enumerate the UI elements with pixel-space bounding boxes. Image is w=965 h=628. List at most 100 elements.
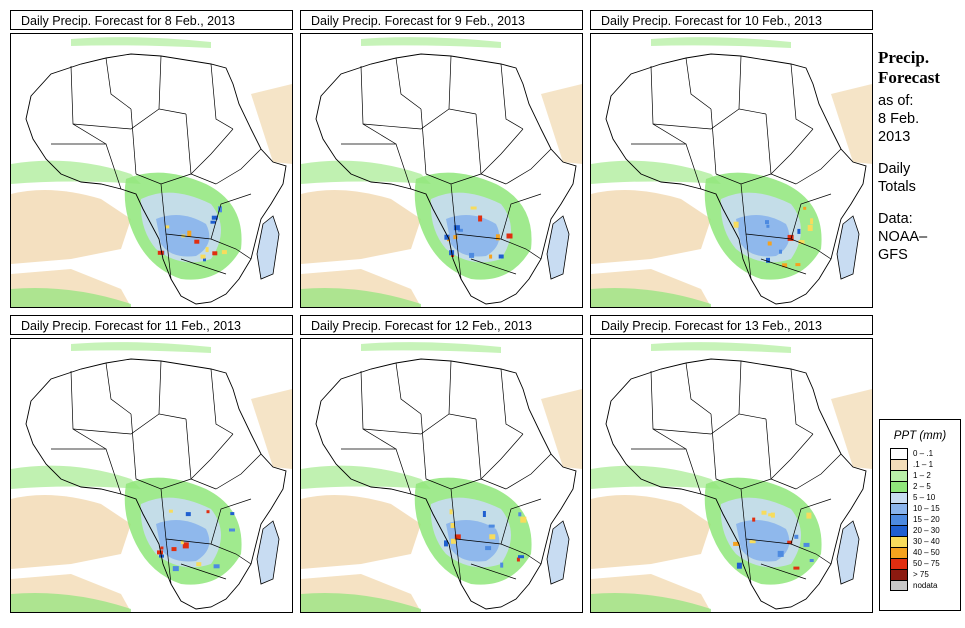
heading-line-2: Forecast <box>878 68 940 87</box>
heavy-rain-cell <box>794 534 799 539</box>
forecast-panel-2: Daily Precip. Forecast for 9 Feb., 2013 <box>300 10 583 308</box>
heavy-rain-cell <box>506 233 513 239</box>
heavy-rain-cell <box>165 225 170 229</box>
country-border <box>685 362 712 415</box>
panel-title: Daily Precip. Forecast for 13 Feb., 2013 <box>590 315 873 335</box>
legend-swatch <box>890 503 908 514</box>
heavy-rain-cell <box>478 215 483 222</box>
legend-label: nodata <box>913 581 938 590</box>
heavy-rain-cell <box>807 225 813 231</box>
data-line-3: GFS <box>878 247 908 263</box>
precip-band-shape <box>591 593 711 612</box>
dry-area-shape <box>831 84 872 164</box>
heavy-rain-cell <box>518 512 522 517</box>
country-border <box>210 368 234 435</box>
country-border <box>130 108 137 175</box>
dry-area-shape <box>251 84 292 164</box>
heavy-rain-cell <box>489 534 496 540</box>
country-border <box>360 65 397 145</box>
precip-band-shape <box>301 288 421 307</box>
legend-swatch <box>890 481 908 492</box>
country-border <box>341 448 412 495</box>
legend-item: nodata <box>880 580 960 591</box>
heavy-rain-cell <box>457 228 463 232</box>
country-border <box>180 258 227 275</box>
precip-map <box>300 33 583 308</box>
country-border <box>362 108 450 130</box>
heavy-rain-cell <box>454 534 461 540</box>
heavy-rain-cell <box>765 220 769 225</box>
legend-label: 40 – 50 <box>913 548 940 557</box>
heavy-rain-cell <box>469 252 475 258</box>
heavy-rain-cell <box>449 509 453 515</box>
country-border <box>765 418 797 490</box>
heavy-rain-cell <box>787 234 794 241</box>
legend-label: 30 – 40 <box>913 537 940 546</box>
dry-area-shape <box>11 190 131 264</box>
precip-band-shape <box>591 288 711 307</box>
madagascar-shape <box>546 520 570 585</box>
country-border <box>341 143 412 190</box>
country-border <box>210 193 252 240</box>
forecast-panel-6: Daily Precip. Forecast for 13 Feb., 2013 <box>590 315 873 613</box>
legend-swatch <box>890 459 908 470</box>
country-border <box>500 63 524 130</box>
country-border <box>455 233 462 280</box>
precip-band-shape <box>651 37 791 48</box>
legend-title: PPT (mm) <box>893 430 947 442</box>
panel-title: Daily Precip. Forecast for 9 Feb., 2013 <box>300 10 583 30</box>
panel-title: Daily Precip. Forecast for 12 Feb., 2013 <box>300 315 583 335</box>
heavy-rain-cell <box>221 250 227 255</box>
country-border <box>475 418 507 490</box>
data-line-1: Data: <box>878 211 913 227</box>
country-border <box>745 233 752 280</box>
heavy-rain-cell <box>766 224 770 228</box>
heavy-rain-cell <box>797 228 801 234</box>
precip-band-shape <box>591 465 721 489</box>
precip-band-shape <box>71 37 211 48</box>
heavy-rain-cell <box>810 218 814 225</box>
heavy-rain-cell <box>450 538 456 544</box>
legend-swatch <box>890 514 908 525</box>
sidebar-info: Precip. Forecast as of: 8 Feb. 2013 Dail… <box>878 48 963 264</box>
legend-item: 0 – .1 <box>880 448 960 459</box>
heavy-rain-cell <box>777 550 784 557</box>
country-border <box>790 238 832 260</box>
country-border <box>210 238 252 260</box>
heavy-rain-cell <box>194 239 200 244</box>
country-border <box>738 360 767 420</box>
heavy-rain-cell <box>196 562 202 567</box>
legend-label: > 75 <box>913 570 929 579</box>
forecast-panel-5: Daily Precip. Forecast for 12 Feb., 2013 <box>300 315 583 613</box>
heavy-rain-cell <box>453 225 460 231</box>
heavy-rain-cell <box>733 541 740 546</box>
country-border <box>505 453 552 490</box>
country-border <box>770 128 814 175</box>
dry-area-shape <box>301 495 421 569</box>
legend-swatch <box>890 536 908 547</box>
legend-swatch <box>890 525 908 536</box>
forecast-panel-4: Daily Precip. Forecast for 11 Feb., 2013 <box>10 315 293 613</box>
precip-band-shape <box>361 342 501 353</box>
country-border <box>770 433 814 480</box>
country-border <box>500 368 524 435</box>
precip-map <box>10 33 293 308</box>
country-border <box>448 55 477 115</box>
heavy-rain-cell <box>498 254 504 259</box>
country-border <box>395 362 422 415</box>
country-border <box>395 57 422 110</box>
heavy-rain-cell <box>489 254 493 259</box>
heavy-rain-cell <box>218 206 222 213</box>
heavy-rain-cell <box>752 517 756 522</box>
country-border <box>72 108 160 130</box>
country-border <box>210 63 234 130</box>
precip-legend: PPT (mm) 0 – .1 .1 – 1 1 – 2 2 – 5 5 – 10 10 … <box>879 419 961 611</box>
legend-item: 15 – 20 <box>880 514 960 525</box>
country-border <box>51 143 122 190</box>
country-border <box>158 55 187 115</box>
heavy-rain-cell <box>229 528 235 532</box>
country-border <box>158 360 187 420</box>
dry-area-shape <box>831 389 872 469</box>
legend-item: 5 – 10 <box>880 492 960 503</box>
country-border <box>500 193 542 240</box>
